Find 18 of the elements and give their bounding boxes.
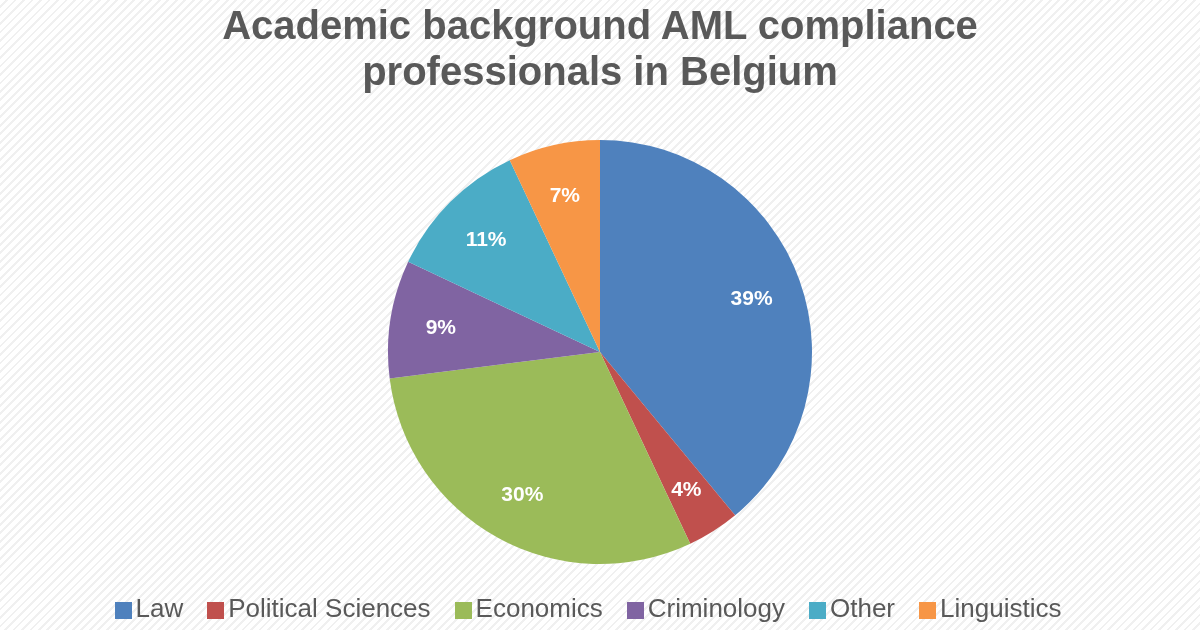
pie-slice bbox=[408, 160, 600, 352]
legend-label: Political Sciences bbox=[228, 593, 431, 623]
legend-label: Law bbox=[135, 593, 184, 623]
legend-label: Other bbox=[830, 593, 896, 623]
data-label: 4% bbox=[671, 476, 702, 500]
data-label: 7% bbox=[549, 183, 581, 207]
legend-label: Criminology bbox=[647, 593, 785, 623]
pie-slice bbox=[600, 352, 736, 544]
legend-label: Linguistics bbox=[940, 593, 1062, 623]
legend-label: Economics bbox=[475, 593, 603, 623]
data-label: 39% bbox=[730, 285, 773, 309]
chart-title: Academic background AML compliance professionals in Belgium bbox=[221, 2, 979, 94]
pie-slice bbox=[388, 261, 600, 379]
data-label: 9% bbox=[425, 315, 457, 339]
data-label: 30% bbox=[501, 481, 544, 505]
pie-slice bbox=[600, 140, 812, 516]
data-label: 11% bbox=[465, 226, 507, 250]
pie-slice bbox=[509, 140, 600, 352]
